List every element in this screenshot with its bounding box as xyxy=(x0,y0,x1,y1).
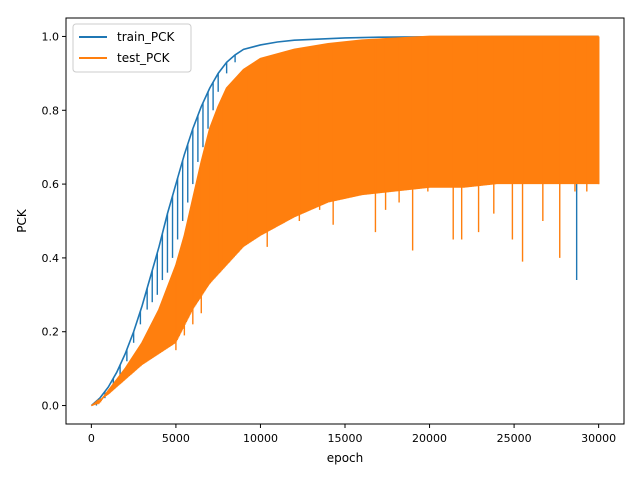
plot-layer xyxy=(90,35,600,407)
y-tick-label: 1.0 xyxy=(42,30,60,43)
y-axis-ticks: 0.0 0.2 0.4 0.6 0.8 1.0 xyxy=(42,30,66,413)
y-tick-label: 0.6 xyxy=(42,178,60,191)
x-tick-label: 0 xyxy=(88,432,95,445)
legend-label-train-pck: train_PCK xyxy=(117,30,176,44)
y-tick-label: 0.4 xyxy=(42,252,60,265)
y-tick-label: 0.0 xyxy=(42,400,60,413)
series-train-pck xyxy=(90,35,599,407)
x-tick-label: 15000 xyxy=(328,432,363,445)
x-tick-label: 30000 xyxy=(581,432,616,445)
x-tick-label: 5000 xyxy=(162,432,190,445)
series-line-train-pck xyxy=(90,35,599,407)
y-tick-label: 0.2 xyxy=(42,326,60,339)
x-axis-ticks: 0 5000 10000 15000 20000 25000 30000 xyxy=(88,424,616,445)
y-axis-label: PCK xyxy=(15,208,29,233)
x-tick-label: 20000 xyxy=(412,432,447,445)
x-axis-label: epoch xyxy=(327,451,364,465)
x-tick-label: 10000 xyxy=(243,432,278,445)
x-tick-label: 25000 xyxy=(497,432,532,445)
y-tick-label: 0.8 xyxy=(42,104,60,117)
series-test-pck xyxy=(91,35,600,407)
legend-label-test-pck: test_PCK xyxy=(117,51,171,65)
legend: train_PCK test_PCK xyxy=(72,23,192,73)
